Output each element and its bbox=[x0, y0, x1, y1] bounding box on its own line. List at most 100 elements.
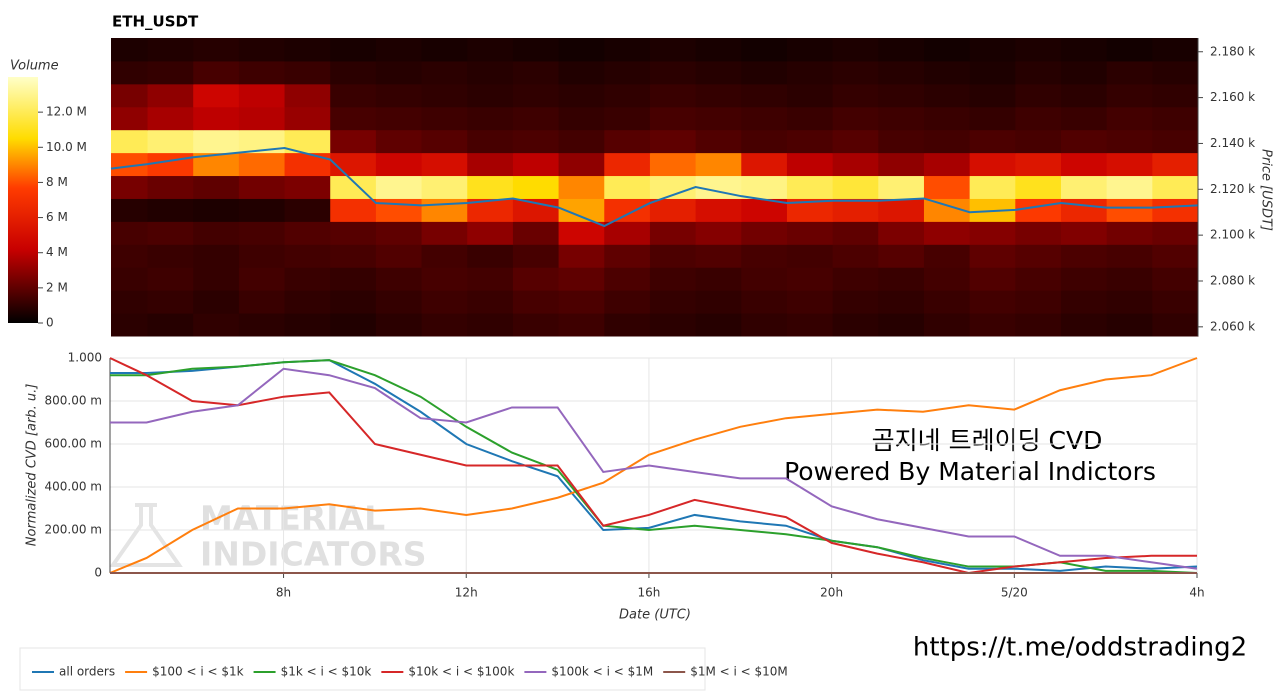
legend-label: $1k < i < $10k bbox=[281, 665, 372, 679]
heatmap-cell bbox=[467, 267, 514, 291]
heatmap-cell bbox=[193, 175, 240, 199]
heatmap-cell bbox=[421, 106, 468, 131]
heatmap-cell bbox=[1152, 60, 1199, 85]
heatmap-cell bbox=[421, 38, 468, 62]
heatmap-cell bbox=[111, 106, 149, 131]
heatmap-cell bbox=[1106, 198, 1153, 222]
heatmap-cell bbox=[284, 60, 331, 85]
heatmap-cell bbox=[923, 313, 971, 337]
heatmap-cell bbox=[147, 221, 194, 245]
y-tick-label: 2.180 k bbox=[1210, 44, 1255, 58]
heatmap-cell bbox=[1152, 175, 1199, 199]
heatmap-cell bbox=[512, 83, 560, 108]
heatmap-cell bbox=[878, 60, 925, 85]
heatmap-cell bbox=[375, 267, 423, 291]
heatmap-cell bbox=[969, 38, 1016, 62]
heatmap-cell bbox=[649, 290, 697, 314]
heatmap-cell bbox=[969, 129, 1016, 154]
colorbar-tick-label: 8 M bbox=[46, 175, 68, 189]
heatmap-cell bbox=[111, 313, 149, 337]
heatmap-cell bbox=[1015, 198, 1062, 222]
heatmap-cell bbox=[969, 267, 1016, 291]
x-axis-label: Date (UTC) bbox=[619, 608, 691, 623]
heatmap-cell bbox=[649, 244, 697, 268]
heatmap-cell bbox=[878, 175, 925, 199]
heatmap-cell bbox=[969, 313, 1016, 337]
heatmap-cell bbox=[1106, 129, 1153, 154]
heatmap-cell bbox=[969, 175, 1016, 199]
cvd-line bbox=[110, 367, 1198, 570]
heatmap-cell bbox=[193, 267, 240, 291]
heatmap-cell bbox=[193, 290, 240, 314]
heatmap-cell bbox=[1060, 152, 1108, 177]
chart-title: ETH_USDT bbox=[112, 13, 199, 31]
heatmap-cell bbox=[330, 38, 377, 62]
heatmap-cell bbox=[786, 313, 834, 337]
heatmap-cell bbox=[649, 198, 697, 222]
heatmap-cell bbox=[1060, 38, 1108, 62]
heatmap-cell bbox=[193, 60, 240, 85]
heatmap-cell bbox=[923, 244, 971, 268]
cvd-line bbox=[109, 357, 1197, 575]
colorbar-tick-label: 2 M bbox=[46, 280, 68, 294]
heatmap-cell bbox=[649, 60, 697, 85]
y-tick-label: 2.120 k bbox=[1210, 182, 1255, 196]
heatmap-cell bbox=[147, 198, 194, 222]
heatmap-cell bbox=[1106, 38, 1153, 62]
heatmap-cell bbox=[512, 175, 560, 199]
x-tick-label: 4h bbox=[1189, 586, 1204, 600]
heatmap-cell bbox=[238, 38, 286, 62]
heatmap-cell bbox=[512, 38, 560, 62]
heatmap-cell bbox=[969, 152, 1016, 177]
heatmap-cell bbox=[558, 267, 605, 291]
heatmap-cell bbox=[878, 38, 925, 62]
heatmap-cell bbox=[741, 267, 788, 291]
heatmap-cell bbox=[512, 313, 560, 337]
heatmap-cell bbox=[832, 175, 879, 199]
heatmap-cell bbox=[1060, 290, 1108, 314]
heatmap-cell bbox=[923, 38, 971, 62]
heatmap-cell bbox=[238, 313, 286, 337]
heatmap-cell bbox=[1152, 198, 1199, 222]
watermark: MATERIAL INDICATORS bbox=[109, 499, 427, 574]
y-tick-label: 2.080 k bbox=[1210, 273, 1255, 287]
colorbar-tick-label: 0 bbox=[46, 316, 54, 330]
heatmap-cell bbox=[111, 38, 149, 62]
heatmap-cell bbox=[604, 152, 651, 177]
heatmap-cell bbox=[330, 83, 377, 108]
heatmap-cell bbox=[832, 290, 879, 314]
heatmap-cell bbox=[1152, 221, 1199, 245]
heatmap-cell bbox=[111, 290, 149, 314]
heatmap-cell bbox=[238, 267, 286, 291]
heatmap-cell bbox=[147, 244, 194, 268]
heatmap-cell bbox=[1152, 83, 1199, 108]
heatmap-cell bbox=[147, 60, 194, 85]
legend-label: $100 < i < $1k bbox=[152, 665, 244, 679]
heatmap-cell bbox=[467, 152, 514, 177]
heatmap-cell bbox=[604, 267, 651, 291]
heatmap-cell bbox=[1060, 60, 1108, 85]
heatmap-cell bbox=[375, 198, 423, 222]
heatmap-cell bbox=[1060, 198, 1108, 222]
y-axis-label: Price [USDT] bbox=[1259, 149, 1274, 231]
heatmap-cell bbox=[649, 106, 697, 131]
heatmap-cell bbox=[695, 221, 742, 245]
heatmap-cell bbox=[1152, 38, 1199, 62]
heatmap-cell bbox=[878, 313, 925, 337]
heatmap-cell bbox=[1015, 60, 1062, 85]
heatmap-cell bbox=[375, 152, 423, 177]
heatmap-cell bbox=[741, 83, 788, 108]
heatmap-cell bbox=[923, 267, 971, 291]
heatmap-cell bbox=[878, 83, 925, 108]
heatmap-cell bbox=[111, 129, 149, 154]
heatmap-cell bbox=[147, 83, 194, 108]
colorbar-tick-label: 4 M bbox=[46, 245, 68, 259]
heatmap-cell bbox=[147, 267, 194, 291]
heatmap-cell bbox=[558, 198, 605, 222]
heatmap-cell bbox=[111, 221, 149, 245]
heatmap-cell bbox=[923, 175, 971, 199]
watermark-text: INDICATORS bbox=[200, 535, 427, 574]
heatmap-cell bbox=[604, 198, 651, 222]
heatmap-cell bbox=[786, 221, 834, 245]
